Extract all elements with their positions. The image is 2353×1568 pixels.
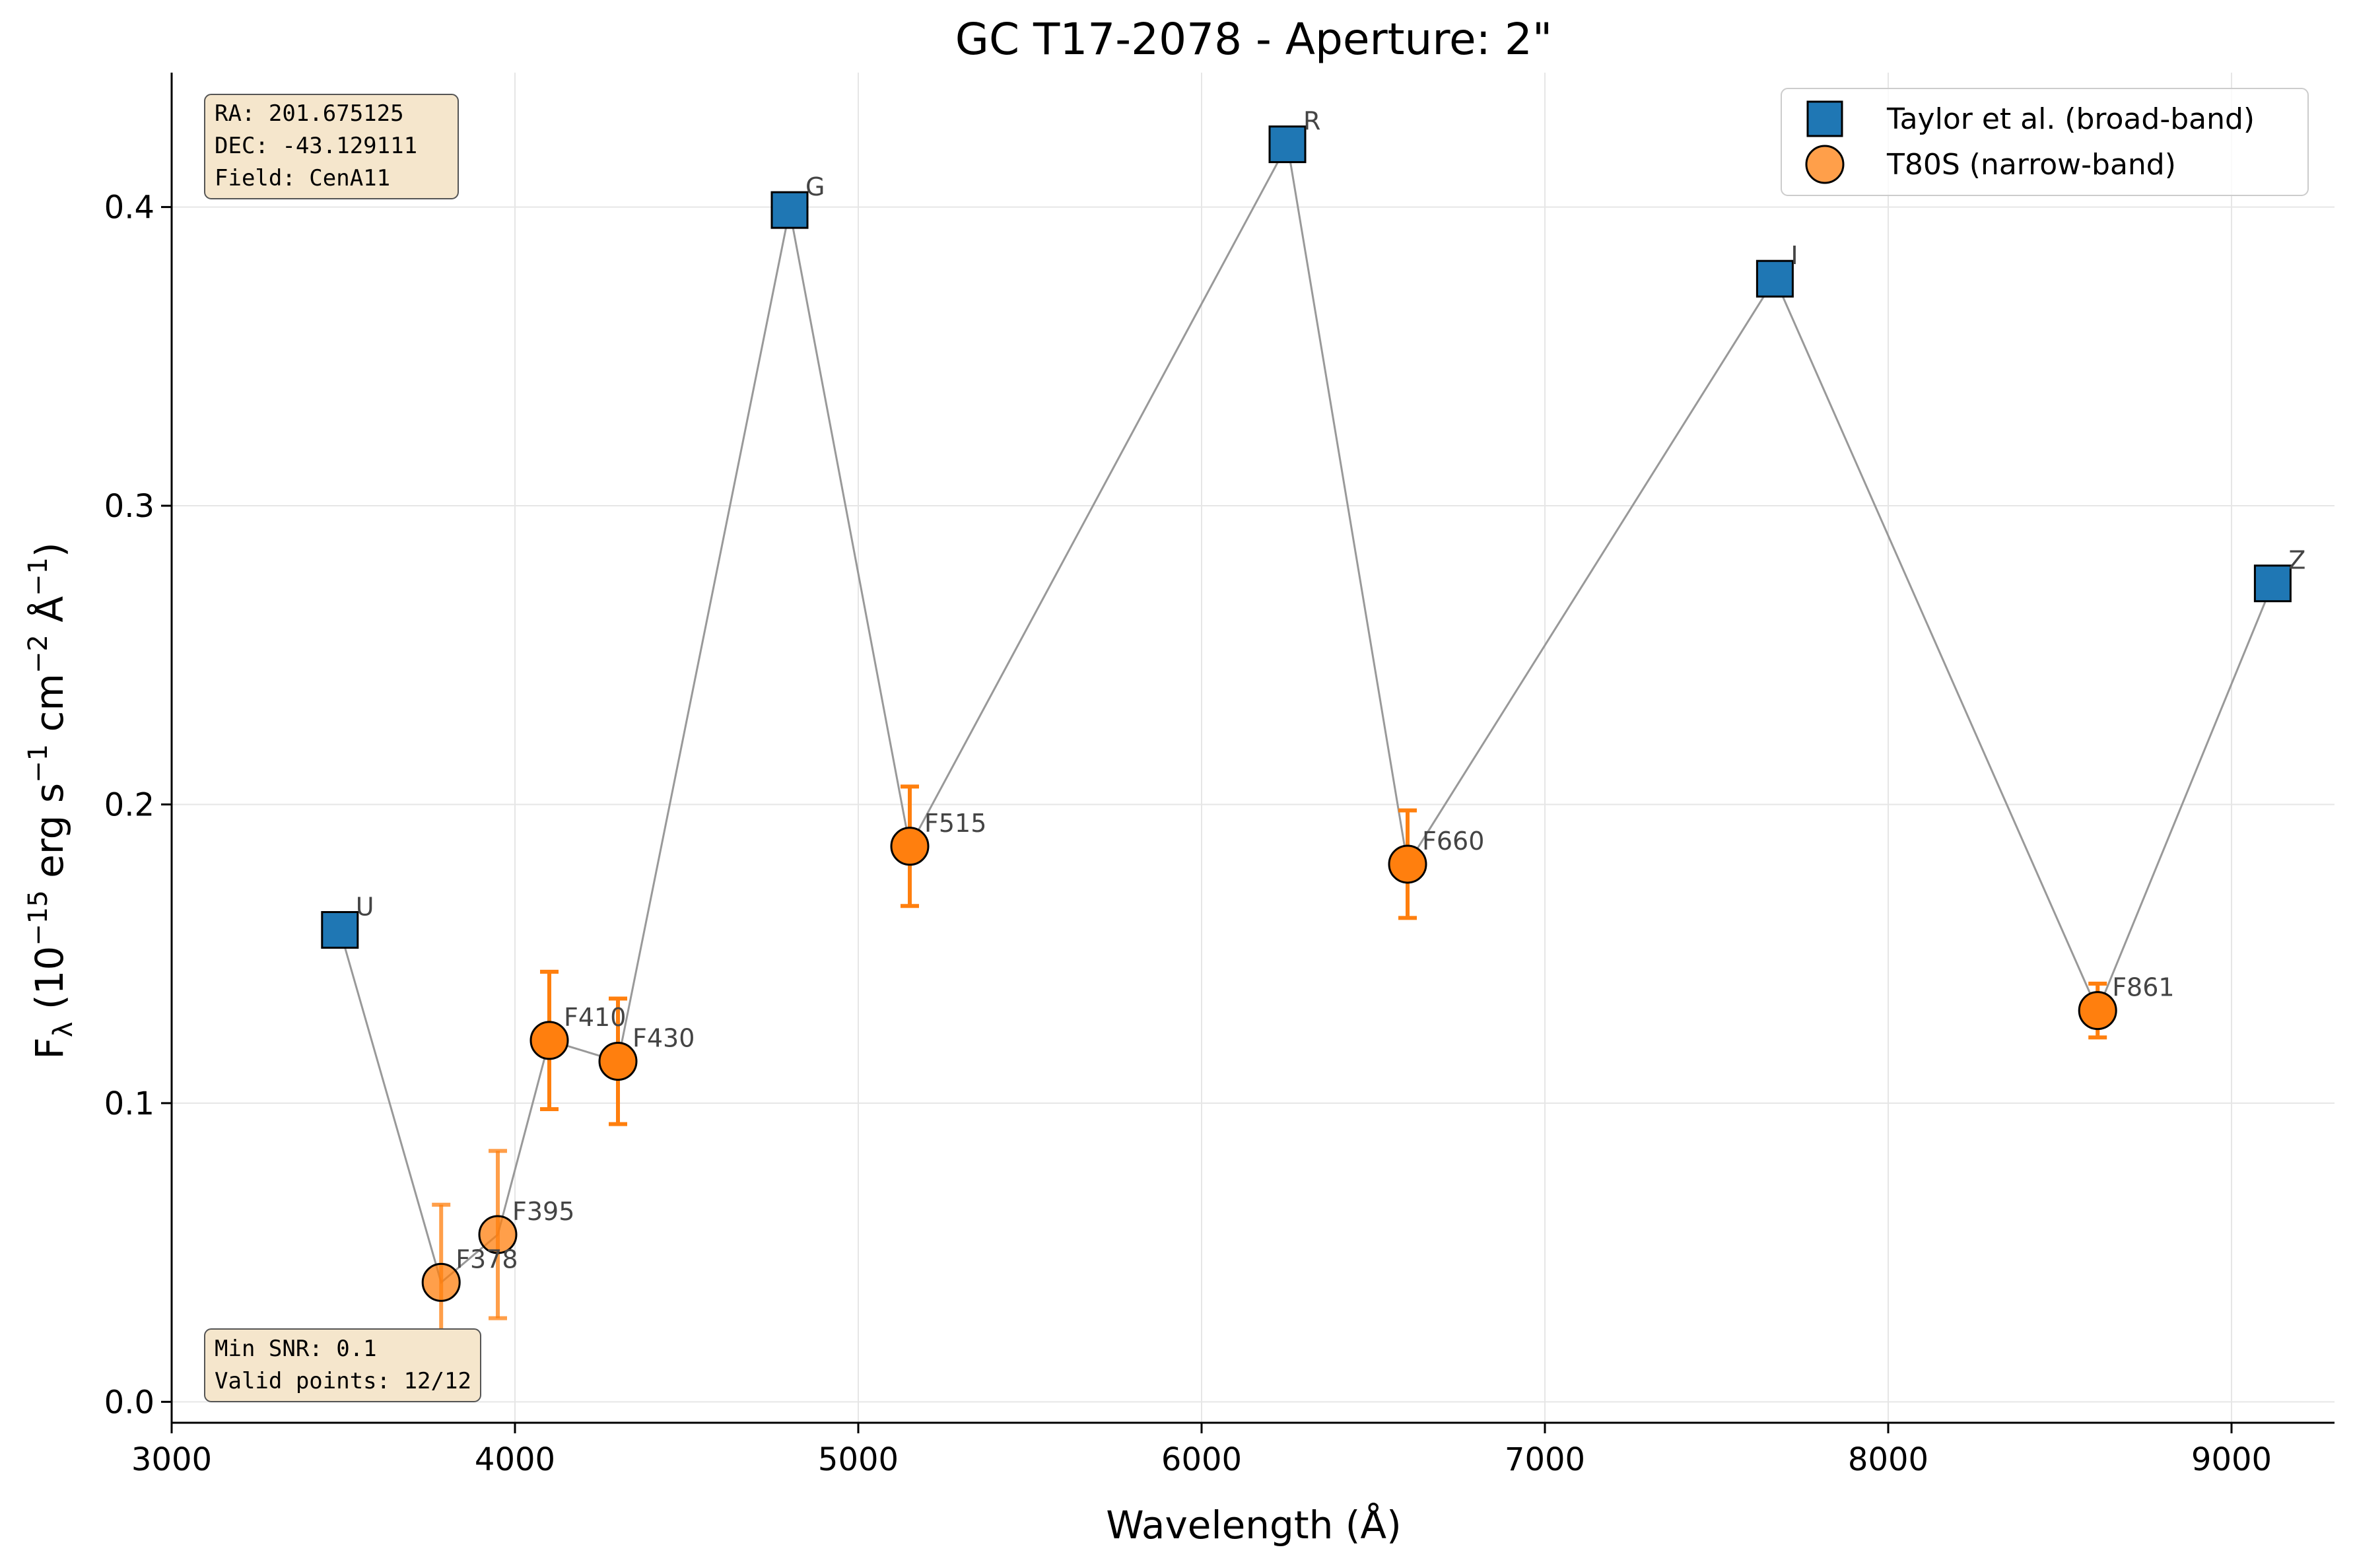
legend-square-marker <box>1806 100 1843 137</box>
quality-info-box: Min SNR: 0.1 Valid points: 12/12 <box>204 1328 481 1402</box>
broadband-point-r <box>1268 125 1307 164</box>
legend-circle-marker <box>1805 145 1845 184</box>
x-tick-label: 5000 <box>818 1441 899 1478</box>
x-tick-label: 9000 <box>2191 1441 2272 1478</box>
info-valid-points: Valid points: 12/12 <box>215 1368 471 1394</box>
point-label-f861: F861 <box>2112 973 2174 1002</box>
x-tick-label: 3000 <box>131 1441 212 1478</box>
y-label-sup4: −1 <box>23 557 53 596</box>
info-top-frame <box>204 94 459 199</box>
info-field: Field: CenA11 <box>215 165 390 191</box>
y-label-text5: ) <box>27 542 72 557</box>
narrowband-point-f378 <box>421 1262 461 1302</box>
narrowband-point-f660 <box>1388 844 1427 884</box>
info-min-snr: Min SNR: 0.1 <box>215 1336 377 1362</box>
y-label-sup3: −2 <box>23 634 53 673</box>
y-label-sup1: −15 <box>23 890 53 945</box>
y-axis-label: Fλ (10−15 erg s−1 cm−2 Å−1) <box>23 542 79 1059</box>
y-tick-label: 0.2 <box>104 786 154 823</box>
narrowband-point-f430 <box>598 1042 638 1081</box>
narrowband-point-f395 <box>478 1215 518 1254</box>
legend-entry-broad: Taylor et al. (broad-band) <box>1886 102 2255 136</box>
point-label-u: U <box>356 892 374 921</box>
y-label-text2: erg s <box>27 783 72 890</box>
y-tick-label: 0.0 <box>104 1384 154 1421</box>
axes: 3000 4000 5000 6000 7000 8000 9000 0.0 0.1 0.2 0.3… <box>104 73 2335 1478</box>
x-tick-label: 4000 <box>475 1441 555 1478</box>
y-label-sup2: −1 <box>23 744 53 783</box>
point-label-i: I <box>1790 241 1798 270</box>
coordinates-info-box: RA: 201.675125 DEC: -43.129111 Field: Ce… <box>204 94 459 199</box>
info-bottom-frame <box>204 1328 481 1402</box>
x-tick-label: 7000 <box>1505 1441 1585 1478</box>
point-label-f430: F430 <box>632 1024 695 1053</box>
markers <box>321 125 2292 1302</box>
narrowband-point-f410 <box>529 1021 569 1060</box>
y-label-text4: Å <box>26 596 72 634</box>
chart-title: GC T17-2078 - Aperture: 2" <box>955 14 1552 65</box>
y-tick-label: 0.1 <box>104 1085 154 1122</box>
narrowband-point-f861 <box>2078 991 2117 1031</box>
legend-frame <box>1781 88 2309 196</box>
broadband-point-z <box>2253 564 2292 603</box>
narrowband-point-f515 <box>890 827 930 866</box>
info-dec: DEC: -43.129111 <box>215 133 417 159</box>
point-label-g: G <box>805 172 825 201</box>
y-label-text1: (10 <box>27 946 72 1022</box>
y-label-text3: cm <box>27 673 72 744</box>
x-axis-label: Wavelength (Å) <box>1106 1502 1401 1548</box>
x-tick-label: 6000 <box>1161 1441 1242 1478</box>
broadband-point-i <box>1756 259 1794 298</box>
point-label-f660: F660 <box>1422 827 1484 856</box>
legend: Taylor et al. (broad-band) T80S (narrow-… <box>1781 88 2309 196</box>
broadband-point-u <box>321 910 359 949</box>
y-label-sub: λ <box>48 1022 79 1038</box>
point-label-f515: F515 <box>924 809 986 838</box>
legend-entry-narrow: T80S (narrow-band) <box>1886 148 2176 182</box>
point-label-r: R <box>1303 107 1320 136</box>
point-label-f410: F410 <box>564 1003 626 1032</box>
y-tick-label: 0.4 <box>104 189 154 226</box>
point-label-f395: F395 <box>512 1197 574 1226</box>
info-ra: RA: 201.675125 <box>215 100 404 127</box>
x-tick-label: 8000 <box>1848 1441 1928 1478</box>
y-tick-label: 0.3 <box>104 488 154 525</box>
point-label-f378: F378 <box>456 1244 518 1274</box>
broadband-point-g <box>770 191 809 229</box>
point-label-z: Z <box>2288 546 2305 575</box>
y-label-base: F <box>27 1037 72 1059</box>
